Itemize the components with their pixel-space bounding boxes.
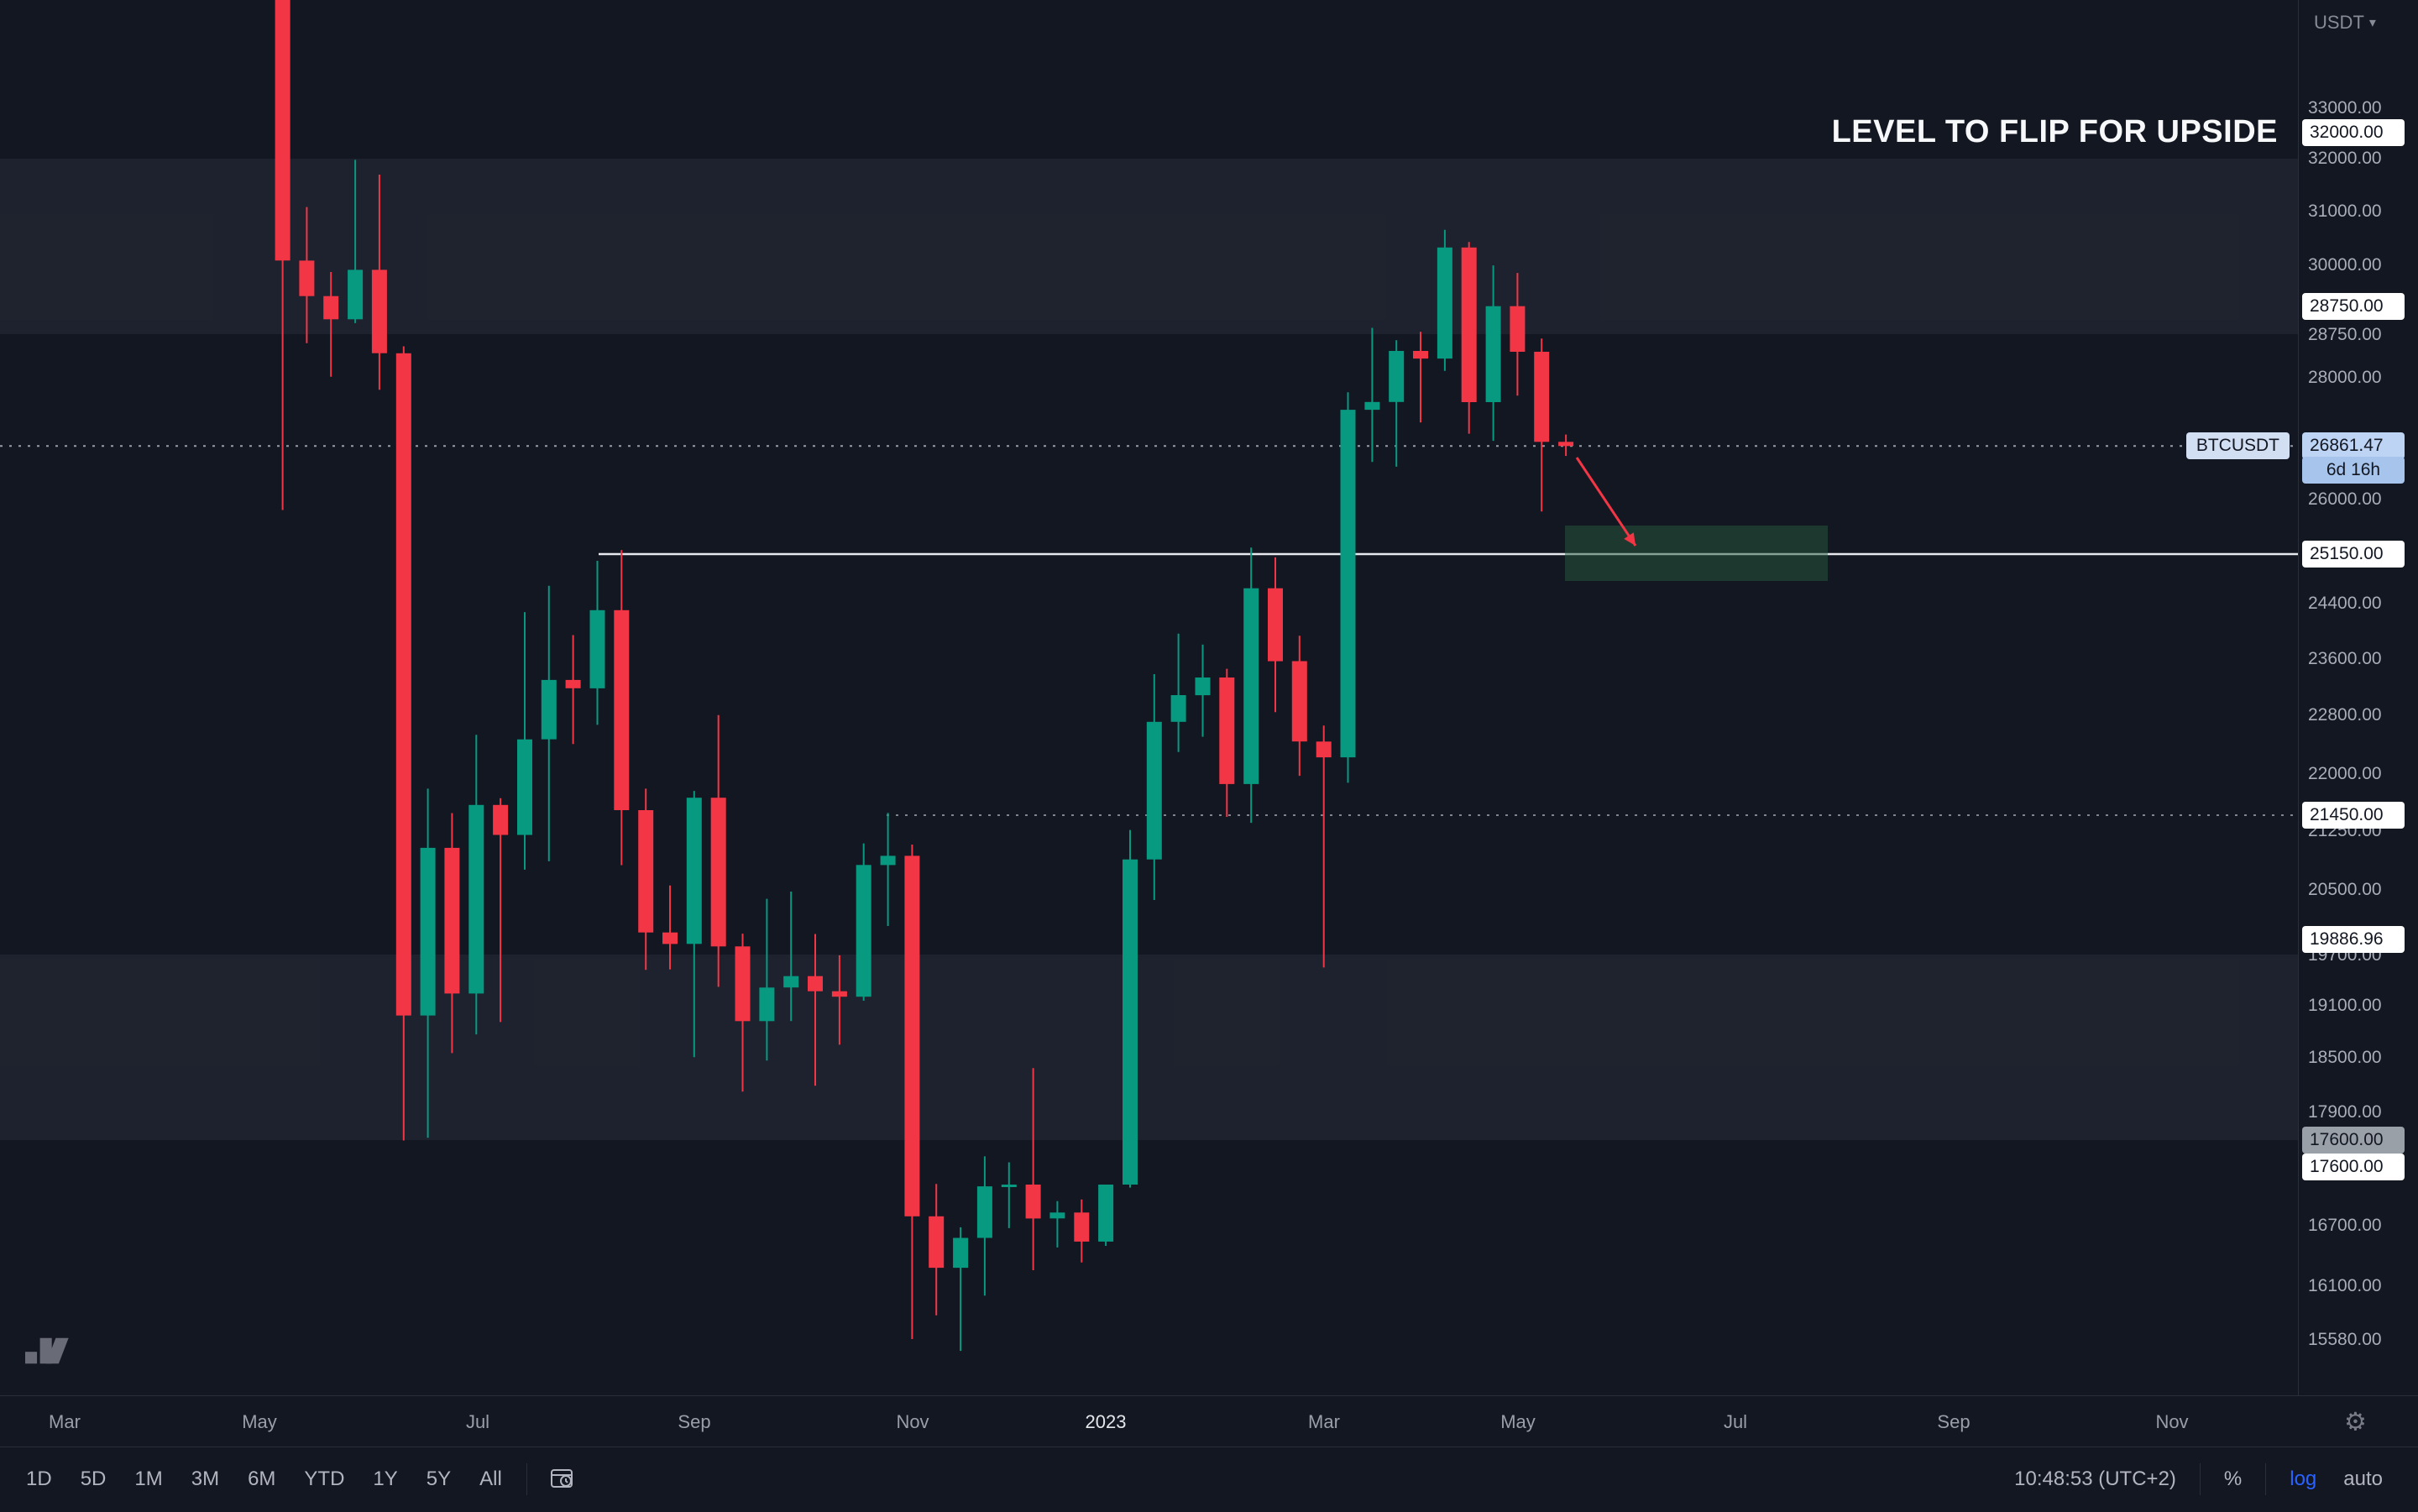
tradingview-logo-icon[interactable] bbox=[25, 1337, 71, 1369]
clock-label[interactable]: 10:48:53 (UTC+2) bbox=[2014, 1468, 2176, 1490]
range-button-1y[interactable]: 1Y bbox=[373, 1468, 398, 1490]
time-axis-label: Jul bbox=[465, 1410, 490, 1432]
price-axis-label: 28000.00 bbox=[2308, 368, 2382, 387]
price-zone-band bbox=[0, 955, 2298, 1140]
price-axis-label: 22800.00 bbox=[2308, 705, 2382, 725]
time-axis-label: Nov bbox=[896, 1410, 929, 1432]
chevron-down-icon: ▾ bbox=[2368, 16, 2376, 30]
range-button-5y[interactable]: 5Y bbox=[426, 1468, 452, 1490]
price-axis-label: 18500.00 bbox=[2308, 1048, 2382, 1067]
time-axis-label: Sep bbox=[678, 1410, 711, 1432]
price-level-label: 28750.00 bbox=[2302, 293, 2405, 320]
currency-dropdown[interactable]: USDT ▾ bbox=[2314, 12, 2376, 34]
price-axis-label: 31000.00 bbox=[2308, 201, 2382, 221]
time-axis-label: Mar bbox=[1308, 1410, 1340, 1432]
currency-label: USDT bbox=[2314, 12, 2364, 33]
price-level-label: 17600.00 bbox=[2302, 1154, 2405, 1180]
range-button-all[interactable]: All bbox=[479, 1468, 502, 1490]
price-axis-label: 30000.00 bbox=[2308, 255, 2382, 275]
time-axis-label: Mar bbox=[49, 1410, 81, 1432]
toolbar-right-group: 10:48:53 (UTC+2) % log auto bbox=[2001, 1463, 2396, 1495]
time-axis-label: Nov bbox=[2155, 1410, 2189, 1432]
price-level-label: 25150.00 bbox=[2302, 541, 2405, 568]
go-to-date-button[interactable] bbox=[537, 1465, 586, 1494]
price-level-label: 21450.00 bbox=[2302, 802, 2405, 829]
range-button-5d[interactable]: 5D bbox=[80, 1468, 107, 1490]
price-axis-label: 16100.00 bbox=[2308, 1276, 2382, 1295]
price-axis-label: 17900.00 bbox=[2308, 1102, 2382, 1122]
calendar-clock-icon bbox=[549, 1465, 574, 1494]
toolbar-divider bbox=[2265, 1463, 2267, 1495]
time-axis-label: May bbox=[1500, 1410, 1536, 1432]
price-axis-label: 15580.00 bbox=[2308, 1330, 2382, 1349]
time-axis-label: Jul bbox=[1723, 1410, 1748, 1432]
bar-countdown-label: 6d 16h bbox=[2302, 457, 2405, 484]
price-axis-label: 23600.00 bbox=[2308, 649, 2382, 668]
price-axis-label: 28750.00 bbox=[2308, 325, 2382, 344]
candlestick-canvas[interactable] bbox=[0, 0, 2298, 1395]
price-chart[interactable]: LEVEL TO FLIP FOR UPSIDE BTCUSDT bbox=[0, 0, 2298, 1395]
price-axis[interactable]: USDT ▾ 26861.47 6d 16h 33000.00 32000.00 3… bbox=[2298, 0, 2418, 1395]
date-range-buttons: 1D 5D 1M 3M 6M YTD 1Y 5Y All bbox=[12, 1447, 516, 1512]
toolbar-divider bbox=[526, 1463, 527, 1495]
price-level-label: 19886.96 bbox=[2302, 926, 2405, 953]
price-level-label: 17600.00 bbox=[2302, 1127, 2405, 1154]
time-axis-label: Sep bbox=[1937, 1410, 1971, 1432]
bottom-toolbar: 1D 5D 1M 3M 6M YTD 1Y 5Y All 10:48:53 (UTC+2) % … bbox=[0, 1447, 2418, 1511]
range-button-3m[interactable]: 3M bbox=[191, 1468, 220, 1490]
time-axis[interactable]: ⚙ Mar May Jul Sep Nov 2023 Mar May Jul Sep Nov bbox=[0, 1395, 2418, 1447]
range-button-1d[interactable]: 1D bbox=[26, 1468, 52, 1490]
chart-annotation-title: LEVEL TO FLIP FOR UPSIDE bbox=[1831, 114, 2278, 149]
last-price-label: 26861.47 bbox=[2302, 432, 2405, 460]
price-axis-label: 20500.00 bbox=[2308, 880, 2382, 899]
price-axis-label: 26000.00 bbox=[2308, 489, 2382, 509]
range-button-1m[interactable]: 1M bbox=[134, 1468, 163, 1490]
price-axis-label: 22000.00 bbox=[2308, 764, 2382, 783]
price-axis-label: 32000.00 bbox=[2308, 149, 2382, 168]
time-axis-label: May bbox=[242, 1410, 277, 1432]
percent-scale-button[interactable]: % bbox=[2223, 1468, 2243, 1490]
symbol-price-flag: BTCUSDT bbox=[2185, 432, 2290, 460]
price-axis-label: 19100.00 bbox=[2308, 996, 2382, 1015]
range-button-6m[interactable]: 6M bbox=[248, 1468, 276, 1490]
price-axis-label: 33000.00 bbox=[2308, 98, 2382, 118]
auto-scale-button[interactable]: auto bbox=[2343, 1468, 2383, 1490]
gear-icon[interactable]: ⚙ bbox=[2344, 1408, 2367, 1436]
range-button-ytd[interactable]: YTD bbox=[304, 1468, 345, 1490]
price-axis-label: 24400.00 bbox=[2308, 594, 2382, 613]
time-axis-label: 2023 bbox=[1085, 1410, 1127, 1432]
price-axis-label: 16700.00 bbox=[2308, 1216, 2382, 1235]
price-level-label: 32000.00 bbox=[2302, 119, 2405, 146]
log-scale-button[interactable]: log bbox=[2290, 1468, 2317, 1490]
toolbar-divider bbox=[2199, 1463, 2201, 1495]
